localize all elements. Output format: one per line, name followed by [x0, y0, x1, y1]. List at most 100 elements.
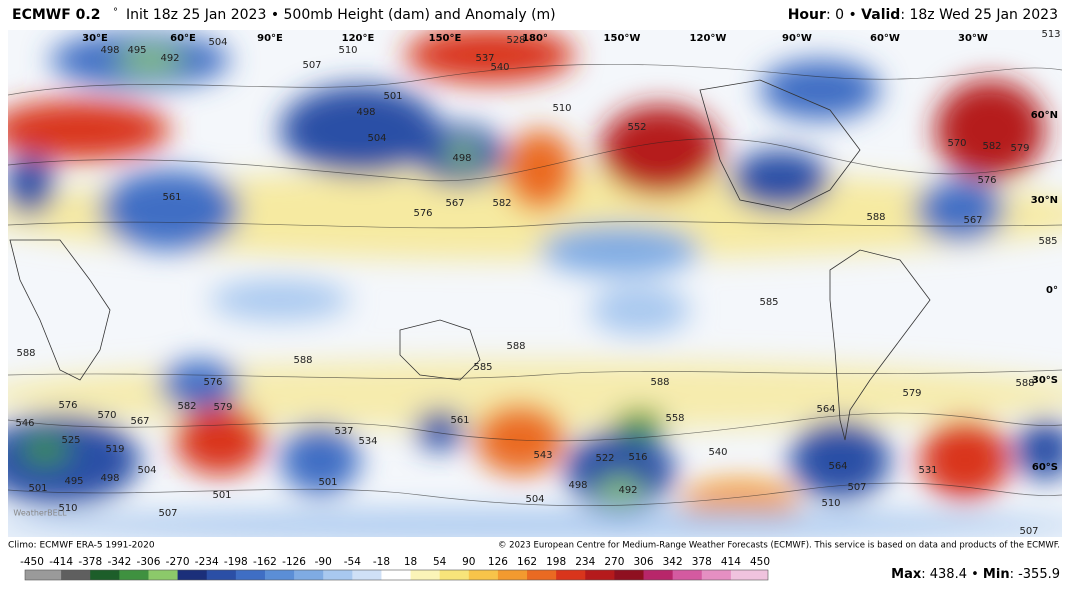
- colorbar-tick: -450: [20, 556, 44, 568]
- contour-label: 507: [847, 482, 866, 493]
- contour-label: 561: [450, 415, 469, 426]
- colorbar-tick: 342: [663, 556, 683, 568]
- contour-label: 582: [982, 141, 1001, 152]
- contour-label: 534: [358, 436, 377, 447]
- latitude-label: 60°N: [1031, 110, 1058, 121]
- contour-label: 495: [127, 45, 146, 56]
- colorbar-tick: -378: [78, 556, 102, 568]
- contour-label: 510: [821, 498, 840, 509]
- longitude-label: 150°E: [429, 33, 462, 44]
- contour-label: 567: [445, 198, 464, 209]
- contour-label: 537: [475, 53, 494, 64]
- map: 498 4954925045075105375405285105014985044…: [8, 29, 1062, 537]
- contour-label: 507: [158, 508, 177, 519]
- colorbar-tick: 90: [462, 556, 475, 568]
- colorbar-swatch: [643, 570, 674, 580]
- contour-label: 504: [525, 494, 544, 505]
- colorbar-tick: 126: [488, 556, 508, 568]
- colorbar: -450 -414 -378 -342 -306 -270 -234 -198 -162 -126…: [20, 556, 770, 581]
- contour-label: 570: [97, 410, 116, 421]
- contour-label: 579: [213, 402, 232, 413]
- min-label: Min: [983, 567, 1010, 582]
- colorbar-tick: -126: [282, 556, 306, 568]
- contour-label: 504: [367, 133, 386, 144]
- contour-label: 498: [568, 480, 587, 491]
- max-value: : 438.4 •: [921, 567, 983, 582]
- contour-label: 498: [100, 473, 119, 484]
- climo: Climo: ECMWF ERA-5 1991-2020: [8, 541, 155, 551]
- contour-label: 558: [665, 413, 684, 424]
- contour-label: 516: [628, 452, 647, 463]
- contour-label: 513: [1041, 29, 1060, 40]
- longitude-label: 90°W: [782, 33, 812, 44]
- colorbar-swatch: [672, 570, 703, 580]
- colorbar-left: [25, 570, 32, 580]
- colorbar-border: [24, 569, 769, 581]
- contour-label: 543: [533, 450, 552, 461]
- contour-label: 504: [208, 37, 227, 48]
- colorbar-tick: -162: [253, 556, 277, 568]
- valid-value: : 18z Wed 25 Jan 2023: [900, 7, 1058, 23]
- colorbar-tick: 18: [404, 556, 417, 568]
- colorbar-tick: -342: [107, 556, 131, 568]
- contour-label: 552: [627, 122, 646, 133]
- contour-label: 501: [318, 477, 337, 488]
- min-value: : -355.9: [1010, 567, 1060, 582]
- colorbar-swatch: [585, 570, 615, 580]
- contour-label: 498: [356, 107, 375, 118]
- colorbar-swatch: [90, 570, 120, 580]
- colorbar-swatch: [148, 570, 179, 580]
- latitude-label: 30°N: [1031, 195, 1058, 206]
- longitude-label: 180°: [522, 33, 548, 44]
- contour-label: 576: [977, 175, 996, 186]
- contour-label: 504: [137, 465, 156, 476]
- colorbar-swatch: [264, 570, 295, 580]
- contour-label: 582: [177, 401, 196, 412]
- contour-label: 588: [1015, 378, 1034, 389]
- contour-label: 522: [595, 453, 614, 464]
- colorbar-swatch: [61, 570, 91, 580]
- contour-label: 588: [650, 377, 669, 388]
- longitude-label: 120°W: [690, 33, 727, 44]
- colorbar-swatch: [410, 570, 441, 580]
- contour-label: 582: [492, 198, 511, 209]
- contour-label: 531: [918, 465, 937, 476]
- longitude-label: 60°E: [170, 33, 196, 44]
- colorbar-swatch: [556, 570, 586, 580]
- colorbar-swatch: [119, 570, 149, 580]
- colorbar-swatch: [235, 570, 266, 580]
- hour-label: Hour: [788, 7, 826, 23]
- contour-label: 576: [203, 377, 222, 388]
- colorbar-swatch: [294, 570, 324, 580]
- watermark: WeatherBELL: [13, 509, 67, 518]
- longitude-label: 150°W: [604, 33, 641, 44]
- contour-label: 501: [383, 91, 402, 102]
- contour-label: 588: [16, 348, 35, 359]
- colorbar-swatch: [439, 570, 470, 580]
- contour-label: 498: [452, 153, 471, 164]
- contour-label: 546: [15, 418, 34, 429]
- colorbar-swatch: [323, 570, 353, 580]
- colorbar-swatch: [614, 570, 645, 580]
- colorbar-tick: 270: [604, 556, 624, 568]
- contour-label: 585: [473, 362, 492, 373]
- copyright: © 2023 European Centre for Medium-Range …: [498, 541, 1060, 551]
- contour-label: 540: [708, 447, 727, 458]
- longitude-label: 120°E: [342, 33, 375, 44]
- contour-label: 501: [28, 483, 47, 494]
- latitude-label: 60°S: [1032, 462, 1058, 473]
- colorbar-swatch: [206, 570, 237, 580]
- contour-label: 564: [816, 404, 835, 415]
- contour-label: 507: [302, 60, 321, 71]
- colorbar-tick: -234: [195, 556, 219, 568]
- contour-label: 585: [1038, 236, 1057, 247]
- colorbar-tick: 306: [633, 556, 653, 568]
- colorbar-swatch: [32, 570, 62, 580]
- contour-label: 567: [963, 215, 982, 226]
- colorbar-tick: -306: [137, 556, 161, 568]
- colorbar-swatch: [468, 570, 499, 580]
- colorbar-swatch: [381, 570, 412, 580]
- contour-label: 519: [105, 444, 124, 455]
- hour-value: : 0 •: [826, 7, 861, 23]
